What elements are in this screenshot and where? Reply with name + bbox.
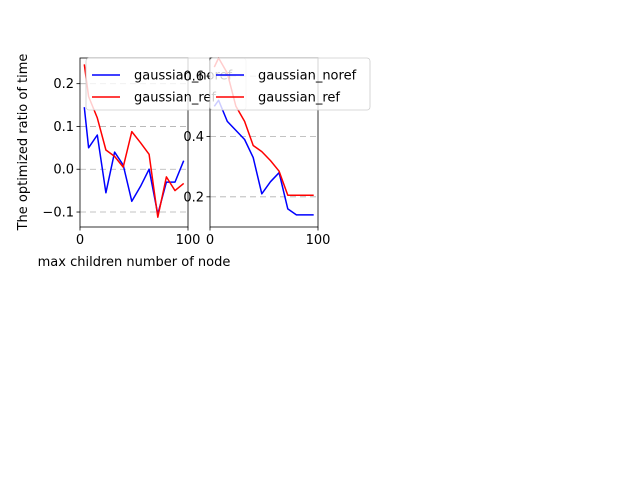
series-line-gaussian-noref bbox=[83, 107, 185, 215]
y-tick-label: −0.1 bbox=[42, 206, 74, 221]
legend-box bbox=[209, 57, 371, 111]
x-tick-label: 0 bbox=[206, 233, 214, 248]
x-axis-label: max children number of node bbox=[38, 255, 231, 270]
legend: gaussian_noref gaussian_ref bbox=[209, 57, 371, 111]
right-subplot: 0.2 0.4 0.6 0 100 gaussian_noref gaussian_ref bbox=[183, 57, 371, 248]
y-tick-label: 0.1 bbox=[53, 120, 74, 135]
left-subplot: −0.10.00.10.20 100gaussian_norefgaussian_… bbox=[42, 57, 247, 248]
legend-label: gaussian_ref bbox=[258, 91, 340, 106]
series-line-gaussian-ref bbox=[83, 64, 185, 218]
legend-label: gaussian_ref bbox=[134, 91, 216, 106]
legend-label: gaussian_noref bbox=[134, 69, 233, 84]
legend: gaussian_noref gaussian_ref bbox=[85, 57, 247, 111]
x-tick-label: 100 bbox=[176, 233, 201, 248]
y-tick-label: 0.4 bbox=[183, 130, 204, 145]
y-tick-label: 0.0 bbox=[53, 163, 74, 178]
x-tick-label: 100 bbox=[306, 233, 331, 248]
x-tick-label: 0 bbox=[76, 233, 84, 248]
y-axis-label: The optimized ratio of time bbox=[16, 54, 31, 232]
legend-label: gaussian_noref bbox=[258, 69, 357, 84]
series-line-gaussian-noref bbox=[213, 99, 314, 216]
y-tick-label: 0.6 bbox=[183, 70, 204, 85]
y-tick-label: 0.2 bbox=[53, 77, 74, 92]
y-tick-label: 0.2 bbox=[183, 190, 204, 205]
